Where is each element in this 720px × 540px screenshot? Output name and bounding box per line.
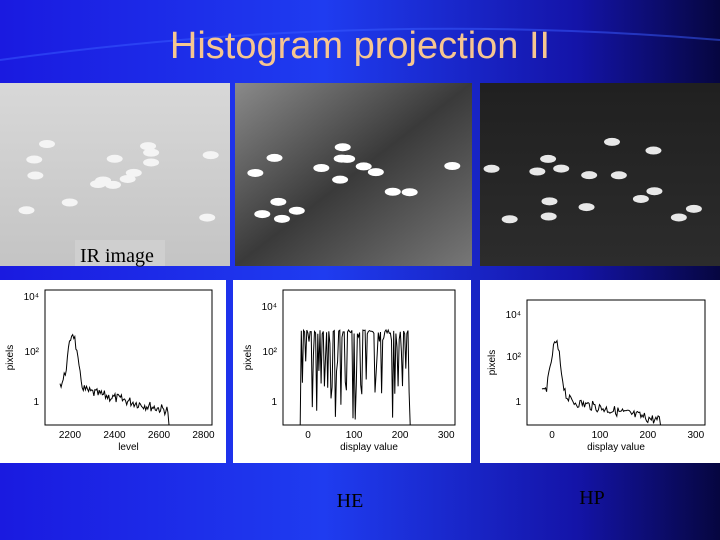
- slide-title: Histogram projection II: [170, 25, 550, 67]
- image-panels: [0, 83, 720, 266]
- bird: [254, 210, 271, 219]
- y-tick-label: 1: [515, 397, 521, 408]
- bird: [140, 142, 157, 151]
- bird: [553, 164, 570, 173]
- x-axis-label: display value: [340, 442, 398, 453]
- y-tick-label: 10⁴: [262, 302, 277, 313]
- y-tick-label: 10²: [507, 352, 522, 363]
- bird: [143, 148, 160, 157]
- y-tick-label: 10⁴: [506, 310, 521, 321]
- bird: [143, 158, 160, 167]
- x-tick-label: 100: [592, 430, 609, 441]
- image-label: IR image: [80, 245, 154, 267]
- decor: [0, 27, 720, 61]
- bird: [247, 168, 264, 177]
- y-tick-label: 1: [271, 397, 277, 408]
- x-tick-label: 0: [305, 430, 311, 441]
- bird: [645, 146, 662, 155]
- plot-frame: [526, 299, 706, 426]
- bird: [401, 188, 418, 197]
- bird: [685, 204, 702, 213]
- x-tick-label: 2200: [59, 430, 82, 441]
- bird: [367, 168, 384, 177]
- bird: [632, 194, 649, 203]
- label-bg: [75, 240, 165, 266]
- bird: [27, 171, 44, 180]
- bird: [90, 180, 107, 189]
- bird: [288, 206, 305, 215]
- caption: HP: [579, 487, 605, 509]
- x-tick-label: 300: [438, 430, 455, 441]
- histogram-trace: [298, 328, 430, 426]
- bird: [483, 164, 500, 173]
- bird: [610, 171, 627, 180]
- y-tick-label: 10⁴: [24, 292, 39, 303]
- y-tick-label: 1: [33, 397, 39, 408]
- y-axis-label: pixels: [487, 350, 498, 376]
- histogram-trace: [541, 339, 680, 426]
- bird: [202, 151, 219, 160]
- birds: [18, 137, 702, 224]
- plot-panel: [0, 280, 226, 463]
- x-tick-label: 0: [549, 430, 555, 441]
- bird: [273, 214, 290, 223]
- bird: [529, 167, 546, 176]
- bird: [581, 171, 598, 180]
- x-axis-label: display value: [587, 442, 645, 453]
- bird: [39, 140, 56, 149]
- bird: [670, 213, 687, 222]
- histogram-trace: [59, 333, 187, 426]
- bird: [106, 154, 123, 163]
- plots: 10⁴ 10² 1 2200 2400 2600 2800 level pixels 10⁴ 10²…: [5, 289, 706, 453]
- bird: [578, 203, 595, 212]
- bird: [313, 164, 330, 173]
- y-axis-label: pixels: [243, 345, 254, 371]
- bird: [332, 175, 349, 184]
- bird: [266, 153, 283, 162]
- x-tick-label: 200: [640, 430, 657, 441]
- he-image: [235, 83, 472, 266]
- x-axis-label: level: [118, 442, 139, 453]
- bird: [26, 155, 43, 164]
- bird: [270, 197, 287, 206]
- x-tick-label: 2600: [148, 430, 171, 441]
- bird: [603, 137, 620, 146]
- plot-frame: [282, 289, 456, 426]
- bird: [355, 162, 372, 171]
- x-tick-label: 2800: [192, 430, 215, 441]
- plot-frame: [44, 289, 213, 426]
- y-tick-label: 10²: [25, 347, 40, 358]
- bird: [61, 198, 78, 207]
- x-tick-label: 2400: [103, 430, 126, 441]
- x-tick-label: 100: [346, 430, 363, 441]
- bird: [444, 161, 461, 170]
- hp-image: [480, 83, 720, 266]
- y-axis-label: pixels: [5, 345, 16, 371]
- bird: [540, 212, 557, 221]
- bird: [125, 168, 142, 177]
- bird: [541, 197, 558, 206]
- bird: [540, 154, 557, 163]
- y-tick-label: 10²: [263, 347, 278, 358]
- x-tick-label: 200: [392, 430, 409, 441]
- bird: [501, 215, 518, 224]
- caption: HE: [337, 490, 364, 512]
- bird: [199, 213, 216, 222]
- bird: [384, 187, 401, 196]
- x-tick-label: 300: [687, 430, 704, 441]
- bird: [334, 143, 351, 152]
- bird: [339, 154, 356, 163]
- plot-panel: [480, 280, 720, 463]
- bird: [646, 187, 663, 196]
- bird: [119, 174, 136, 183]
- bird: [18, 206, 35, 215]
